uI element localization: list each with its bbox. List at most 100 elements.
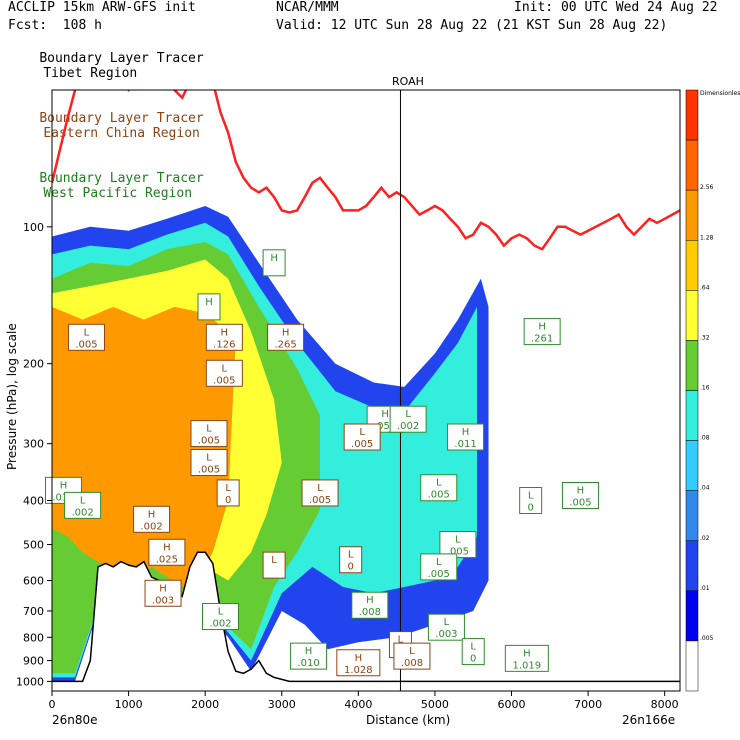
extremum-kind: L: [405, 409, 411, 420]
y-tick-label: 600: [23, 575, 44, 588]
extremum-kind: L: [80, 495, 86, 506]
extremum-label-h: H.011: [447, 423, 485, 451]
y-tick-label: 700: [23, 605, 44, 618]
extremum-value: .005: [198, 436, 220, 447]
y-axis-title: Pressure (hPa), log scale: [5, 323, 19, 470]
extremum-value: .005: [309, 495, 331, 506]
extremum-kind: H: [381, 409, 389, 420]
x-tick-label: 2000: [191, 698, 219, 711]
extremum-kind: H: [355, 653, 363, 664]
marker-label: ROAH: [392, 75, 424, 88]
colorbar-label: .32: [700, 334, 710, 341]
extremum-box: [420, 474, 458, 502]
extremum-value: .002: [140, 521, 162, 532]
forecast-hour: Fcst: 108 h: [8, 18, 102, 33]
extremum-box: [519, 486, 543, 514]
y-tick-label: 200: [23, 358, 44, 371]
x-tick-label: 3000: [268, 698, 296, 711]
extremum-value: .005: [75, 339, 97, 350]
extremum-kind: H: [221, 327, 229, 338]
x-tick-label: 0: [49, 698, 56, 711]
extremum-kind: L: [455, 535, 461, 546]
extremum-label-l: L0: [339, 546, 363, 574]
extremum-kind: H: [523, 648, 531, 659]
start-point-label: 26n80e: [52, 713, 98, 727]
extremum-value: .261: [531, 334, 553, 345]
extremum-label-l: L.002: [201, 603, 239, 631]
extremum-kind: L: [317, 483, 323, 494]
extremum-box: [201, 603, 239, 631]
extremum-kind: H: [538, 322, 546, 333]
extremum-label-l: L.005: [67, 323, 105, 351]
extremum-label-l: L0: [461, 638, 485, 666]
extremum-label-l: L.005: [420, 474, 458, 502]
extremum-label-l: L.002: [389, 405, 427, 433]
colorbar-label: .08: [700, 435, 710, 442]
extremum-box: [290, 642, 328, 670]
extremum-kind: H: [60, 480, 68, 491]
extremum-label-h: H.018: [44, 476, 82, 504]
extremum-label-h: H.025: [148, 538, 186, 566]
extremum-label-l: L.002: [64, 491, 102, 519]
colorbar: Dimensionless 2.56 1.28 .64 .32 .16 .08 .04 .02.…: [685, 89, 740, 692]
extremum-value: 1.028: [344, 665, 373, 676]
extremum-kind: L: [225, 483, 231, 494]
extremum-box: [262, 551, 286, 579]
tropopause-line: [52, 90, 680, 251]
colorbar-swatch: [685, 240, 699, 291]
extremum-kind: L: [218, 607, 224, 618]
extremum-value: .003: [435, 629, 457, 640]
extremum-value: .005: [428, 490, 450, 501]
plot-frame: [51, 89, 681, 692]
x-axis-title: Distance (km): [366, 713, 450, 727]
extremum-box: [504, 644, 549, 672]
extremum-box: [561, 481, 599, 509]
line-layer: [52, 90, 680, 691]
colorbar-swatch: [685, 640, 699, 692]
extremum-kind: H: [270, 253, 278, 264]
extremum-box: [205, 359, 243, 387]
extremum-value: .005: [213, 375, 235, 386]
extremum-kind: L: [528, 490, 534, 501]
y-tick-label: 800: [23, 631, 44, 644]
extremum-kind: L: [436, 478, 442, 489]
extremum-kind: H: [163, 542, 171, 553]
extremum-value: .008: [401, 658, 423, 669]
x-tick-label: 6000: [498, 698, 526, 711]
y-tick-label: 300: [23, 438, 44, 451]
extremum-value: .003: [152, 595, 174, 606]
extremum-value: .059: [374, 421, 396, 432]
init-time: Init: 00 UTC Wed 24 Aug 22: [514, 0, 718, 15]
extremum-kind: H: [148, 509, 156, 520]
extremum-value: .005: [447, 547, 469, 558]
extremum-kind: L: [436, 557, 442, 568]
x-tick-label: 5000: [421, 698, 449, 711]
extremum-label-l: L0: [216, 479, 240, 507]
extremum-kind: L: [444, 617, 450, 628]
colorbar-swatch: [685, 89, 699, 141]
extremum-value: .018: [52, 492, 74, 503]
extremum-box: [301, 479, 339, 507]
y-tick-label: 1000: [16, 675, 44, 688]
terrain-line: [52, 551, 680, 683]
extremum-value: .265: [274, 339, 296, 350]
colorbar-label: .04: [700, 485, 710, 492]
extremum-kind: H: [159, 583, 167, 594]
extremum-box: [190, 420, 228, 448]
extremum-label-h: H1.028: [336, 649, 381, 677]
extremum-value: 0: [347, 562, 353, 573]
colorbar-swatch: [685, 139, 699, 191]
extremum-value: .005: [198, 465, 220, 476]
extremum-box: [420, 553, 458, 581]
extremum-label-h: H: [262, 249, 286, 277]
extremum-label-l: L.005: [439, 531, 477, 559]
extremum-kind: L: [206, 453, 212, 464]
extremum-box: [393, 642, 431, 670]
extremum-value: 0: [527, 502, 533, 513]
colorbar-swatch: [685, 290, 699, 341]
colorbar-label: .64: [700, 284, 710, 291]
extremum-label-l: L.005: [190, 420, 228, 448]
colorbar-swatch: [685, 189, 699, 241]
extremum-kind: H: [577, 485, 585, 496]
extremum-label-l: L: [262, 551, 286, 579]
